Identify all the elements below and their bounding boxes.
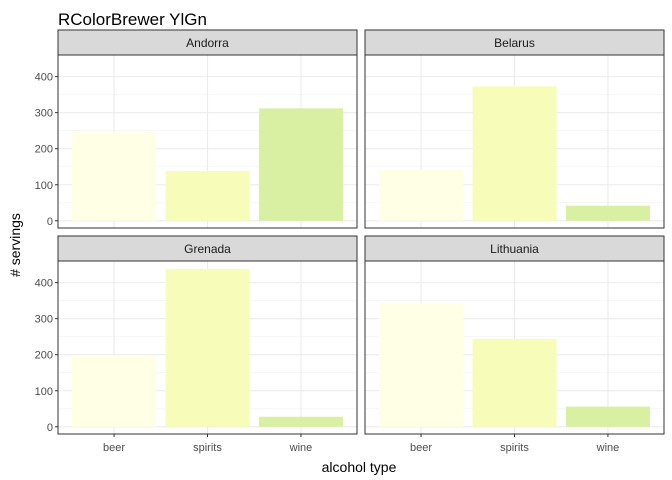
- y-tick-label: 300: [35, 314, 53, 326]
- bar-wine: [258, 108, 343, 221]
- y-axis-label: # servings: [7, 213, 23, 277]
- bar-beer: [72, 355, 157, 427]
- facet-strip-label: Andorra: [186, 36, 229, 50]
- facet-panel: Lithuania beer spirits wine: [364, 235, 665, 454]
- bar-beer: [72, 132, 157, 221]
- bar-wine: [565, 406, 650, 427]
- bar-beer: [379, 303, 464, 427]
- y-tick-label: 0: [47, 422, 53, 434]
- bar-spirits: [165, 268, 250, 427]
- bar-wine: [565, 205, 650, 221]
- y-tick-label: 400: [35, 278, 53, 290]
- y-tick-label: 200: [35, 350, 53, 362]
- facet-strip: [364, 29, 665, 56]
- bar-spirits: [472, 86, 557, 221]
- y-tick-label: 100: [35, 386, 53, 398]
- facet-strip: [364, 235, 665, 262]
- x-tick-label: wine: [289, 442, 313, 454]
- bar-beer: [379, 169, 464, 221]
- panel-border: [57, 54, 358, 229]
- facet-panel: Andorra 0 100 200 300 400: [35, 29, 358, 229]
- bar-wine: [258, 416, 343, 427]
- facet-strip: [57, 29, 358, 56]
- facet-strip-label: Belarus: [494, 36, 535, 50]
- bar-spirits: [472, 338, 557, 427]
- chart-title: RColorBrewer YlGn: [58, 10, 207, 29]
- x-axis-label: alcohol type: [322, 459, 397, 475]
- y-tick-label: 400: [35, 72, 53, 84]
- facet-strip-label: Grenada: [184, 242, 231, 256]
- facet-panels: Andorra 0 100 200 300 400 Belarus Grenada 0 100 20…: [35, 29, 665, 454]
- y-tick-label: 100: [35, 180, 53, 192]
- y-tick-label: 300: [35, 108, 53, 120]
- panel-border: [364, 54, 665, 229]
- x-tick-label: spirits: [500, 442, 529, 454]
- facet-panel: Belarus: [364, 29, 665, 229]
- facet-panel: Grenada 0 100 200 300 400 beer spirits wine: [35, 235, 358, 454]
- bar-spirits: [165, 171, 250, 221]
- x-tick-label: beer: [103, 442, 125, 454]
- facet-strip-label: Lithuania: [490, 242, 539, 256]
- y-tick-label: 200: [35, 144, 53, 156]
- y-tick-label: 0: [47, 216, 53, 228]
- x-tick-label: wine: [596, 442, 620, 454]
- x-tick-label: spirits: [193, 442, 222, 454]
- x-tick-label: beer: [410, 442, 432, 454]
